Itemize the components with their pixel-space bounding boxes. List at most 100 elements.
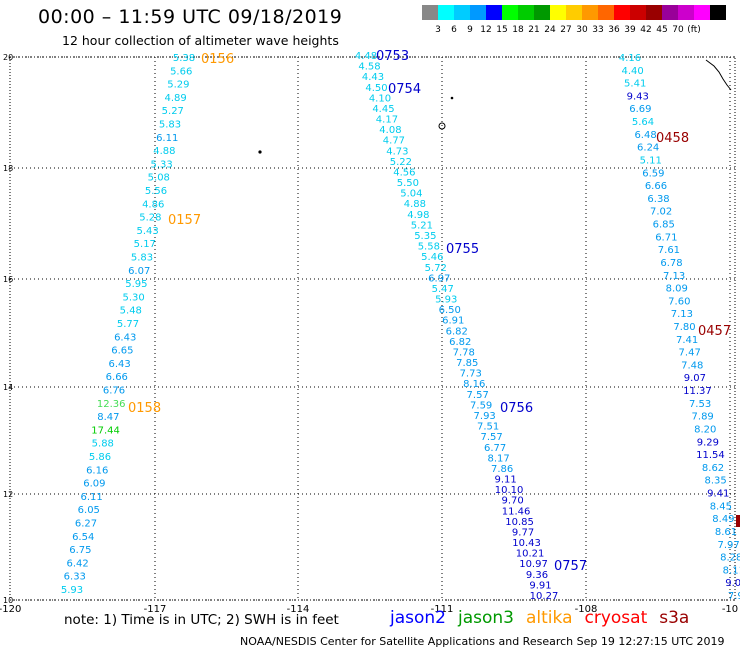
scale-swatch [566, 5, 582, 20]
scale-label: 18 [512, 25, 524, 35]
wave-height-value: 6.82 [449, 337, 471, 348]
wave-height-value: 4.48 [355, 51, 377, 62]
satellite-legend: jason2 jason3 altika cryosat s3a [390, 608, 701, 628]
wave-height-value: 9.36 [526, 570, 548, 581]
wave-height-value: 5.46 [421, 252, 443, 263]
wave-height-value: 9.07 [684, 373, 706, 384]
wave-height-value: 9.29 [697, 437, 719, 448]
wave-height-value: 7.89 [692, 412, 714, 423]
wave-height-value: 7.41 [676, 335, 698, 346]
wave-height-value: 5.35 [414, 231, 436, 242]
wave-height-value: 6.11 [80, 492, 102, 503]
lon-label: -120 [0, 604, 21, 615]
wave-height-value: 4.50 [365, 83, 387, 94]
wave-height-value: 7.61 [658, 245, 680, 256]
wave-height-value: 6.27 [75, 519, 97, 530]
lon-label: -111 [431, 604, 454, 615]
wave-height-value: 7.90 [728, 591, 740, 602]
plot-frame [9, 56, 736, 601]
time-label: 0458 [656, 131, 689, 146]
time-label: 0755 [446, 242, 479, 257]
wave-height-value: 4.10 [369, 93, 391, 104]
wave-height-value: 7.48 [681, 360, 703, 371]
wave-height-value: 7.73 [460, 369, 482, 380]
scale-label: 42 [640, 25, 651, 35]
wave-height-value: 6.78 [660, 258, 682, 269]
wave-height-value: 5.41 [624, 79, 646, 90]
page-subtitle: 12 hour collection of altimeter wave hei… [62, 33, 339, 48]
wave-height-value: 4.08 [379, 125, 401, 136]
wave-height-value: 5.38 [173, 53, 195, 64]
wave-height-value: 8.62 [702, 463, 724, 474]
wave-height-value: 8.47 [97, 412, 119, 423]
wave-height-value: 6.07 [128, 266, 150, 277]
wave-height-value: 17.44 [91, 425, 120, 436]
page-title: 00:00 – 11:59 UTC 09/18/2019 [38, 6, 343, 28]
wave-height-tracks: 5.38 5.66 5.29 4.89 5.27 5.83 6.11 4.88 5.33 5.08… [61, 51, 740, 602]
wave-height-value: 7.51 [477, 422, 499, 433]
scale-swatch [550, 5, 566, 20]
wave-height-value: 6.59 [642, 168, 664, 179]
wave-height-value: 6.76 [103, 386, 125, 397]
wave-height-value: 10.10 [495, 485, 524, 496]
time-label: 0457 [698, 324, 731, 339]
scale-label: 33 [592, 25, 603, 35]
scale-swatch [694, 5, 710, 20]
scale-swatch [614, 5, 630, 20]
wave-height-value: 7.13 [663, 271, 685, 282]
wave-height-value: 6.71 [655, 232, 677, 243]
wave-height-value: 12.36 [97, 399, 126, 410]
wave-height-value: 4.89 [164, 93, 186, 104]
wave-height-value: 7.59 [470, 400, 492, 411]
scale-label: 27 [560, 25, 571, 35]
wave-height-value: 10.43 [512, 538, 541, 549]
coastline [258, 59, 732, 154]
wave-height-value: 6.85 [653, 220, 675, 231]
wave-height-value: 6.66 [106, 372, 128, 383]
wave-height-value: 8.61 [715, 527, 737, 538]
wave-height-value: 5.28 [139, 213, 161, 224]
wave-height-value: 6.82 [446, 326, 468, 337]
wave-height-value: 5.93 [435, 295, 457, 306]
wave-height-value: 5.22 [390, 157, 412, 168]
scale-label: 3 [435, 25, 441, 35]
scale-label: 9 [467, 25, 473, 35]
axis-labels: -120 -117 -114 -111 -108 -10 20 18 16 14 12 10 [0, 53, 738, 615]
wave-height-value: 6.75 [69, 545, 91, 556]
island [450, 96, 454, 100]
wave-height-value: 6.50 [439, 305, 461, 316]
wave-height-value: 7.47 [679, 348, 701, 359]
wave-height-value: 4.56 [393, 167, 415, 178]
lon-label: -108 [575, 604, 598, 615]
wave-height-value: 5.56 [145, 186, 167, 197]
wave-height-value: 4.86 [142, 199, 164, 210]
wave-height-value: 5.08 [148, 173, 170, 184]
scale-label: 24 [544, 25, 556, 35]
scale-swatch [582, 5, 598, 20]
wave-height-value: 8.20 [694, 424, 716, 435]
scale-label: 30 [576, 25, 588, 35]
wave-height-value: 11.37 [683, 386, 712, 397]
wave-height-value: 5.77 [117, 319, 139, 330]
wave-height-value: 7.02 [650, 207, 672, 218]
wave-height-value: 8.11 [723, 565, 740, 576]
wave-height-value: 4.40 [621, 66, 643, 77]
wave-height-value: 6.48 [634, 130, 656, 141]
wave-height-value: 5.47 [432, 284, 454, 295]
wave-height-value: 8.28 [720, 553, 740, 564]
wave-height-value: 6.24 [637, 143, 659, 154]
scale-label: 39 [624, 25, 636, 35]
scale-label: 21 [528, 25, 539, 35]
wave-height-value: 4.98 [407, 210, 429, 221]
lat-label: 14 [3, 383, 13, 392]
lat-label: 12 [3, 490, 13, 499]
time-label: 0754 [388, 82, 421, 97]
wave-height-value: 9.11 [494, 475, 516, 486]
time-label: 0757 [554, 559, 587, 574]
wave-height-value: 5.72 [425, 263, 447, 274]
wave-height-value: 9.03 [725, 578, 740, 589]
wave-height-value: 5.11 [640, 155, 662, 166]
scale-swatch [630, 5, 646, 20]
wave-height-value: 9.41 [707, 489, 729, 500]
wave-height-value: 4.16 [619, 53, 641, 64]
